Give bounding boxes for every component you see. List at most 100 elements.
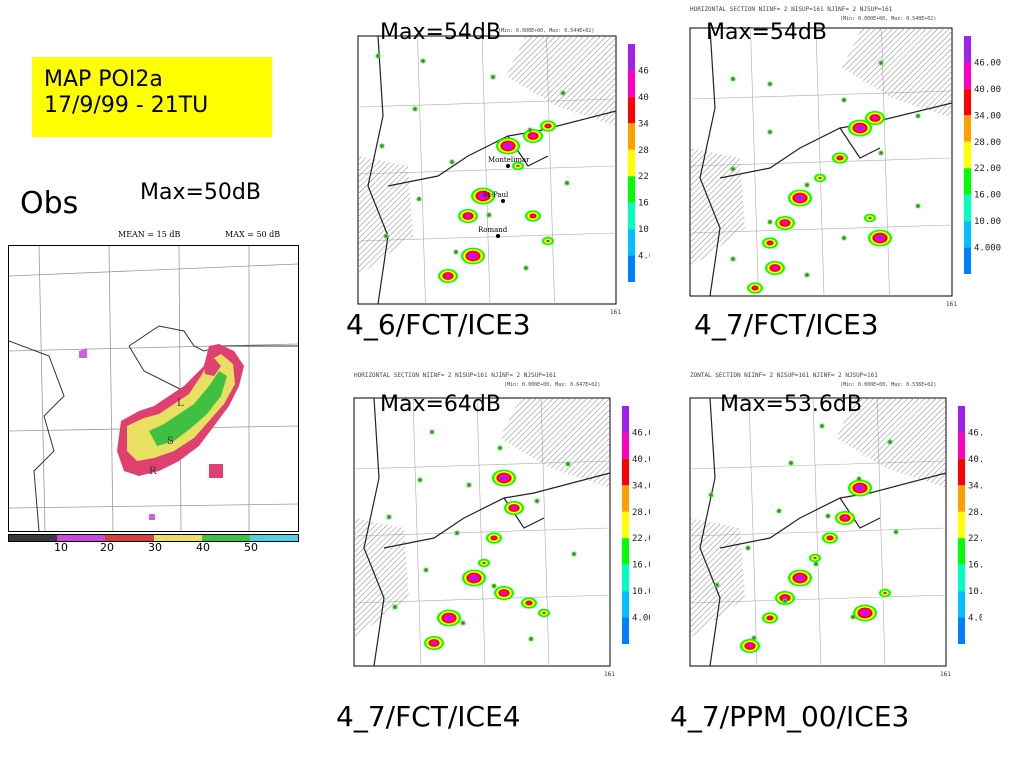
colorbar-label: 22.00 xyxy=(632,534,650,544)
colorbar-label: 22.00 xyxy=(974,164,1001,174)
panel-corner-label: 161 xyxy=(604,671,615,678)
sim-panel-svg: (Min: 0.000E+00, Max: 0.544E+02)Montelim… xyxy=(357,28,665,316)
radar-echo xyxy=(546,125,550,127)
colorbar-segment xyxy=(628,96,635,124)
colorbar-segment xyxy=(958,458,965,486)
colorbar-label: 46.00 xyxy=(968,428,982,438)
panel-corner-label: 161 xyxy=(946,301,957,308)
colorbar-label: 34.00 xyxy=(974,111,1001,121)
colorbar-segment xyxy=(958,432,965,459)
colorbar-label: 22.00 xyxy=(968,534,982,544)
colorbar-label: 34.00 xyxy=(632,481,650,491)
radar-echo xyxy=(783,597,787,599)
colorbar-segment xyxy=(622,432,629,459)
colorbar-segment xyxy=(964,36,971,63)
radar-echo xyxy=(873,117,877,119)
obs-radar-map: L S R xyxy=(8,245,299,532)
radar-echo xyxy=(502,592,506,594)
obs-scale-segment xyxy=(153,535,202,541)
colorbar-segment xyxy=(622,538,629,565)
colorbar-segment xyxy=(964,88,971,116)
colorbar-segment xyxy=(628,229,635,256)
colorbar-label: 28.00 xyxy=(632,508,650,518)
radar-echo xyxy=(479,193,487,199)
colorbar-segment xyxy=(958,511,965,539)
obs-scale-segment xyxy=(249,535,299,541)
colorbar-segment xyxy=(958,538,965,565)
panel-1-max: Max=54dB xyxy=(380,20,501,45)
colorbar-segment xyxy=(628,123,635,150)
colorbar-segment xyxy=(958,564,965,592)
radar-echo xyxy=(432,642,436,644)
obs-max-text: MAX = 50 dB xyxy=(225,230,281,239)
colorbar-label: 16.00 xyxy=(968,561,982,571)
colorbar-label: 16.00 xyxy=(632,561,650,571)
colorbar-label: 34.00 xyxy=(968,481,982,491)
obs-station-l: L xyxy=(177,398,184,409)
colorbar-label: 40.00 xyxy=(968,455,982,465)
radar-echo xyxy=(856,125,864,131)
radar-echo xyxy=(504,143,512,149)
obs-scale-tick: 50 xyxy=(244,541,258,554)
radar-echo xyxy=(531,215,535,217)
radar-echo xyxy=(546,240,550,242)
sim-panel-ice3-46: (Min: 0.000E+00, Max: 0.544E+02) Montelim… xyxy=(340,8,665,353)
colorbar-segment xyxy=(628,255,635,282)
panel-minmax-text: (Min: 0.000E+00, Max: 0.544E+02) xyxy=(498,28,594,34)
radar-echo xyxy=(868,217,872,219)
panel-minmax-text: (Min: 0.000E+00, Max: 0.536E+02) xyxy=(840,382,936,388)
panel-header-text: HORIZONTAL SECTION NIINF= 2 NISUP=161 NJ… xyxy=(354,372,557,379)
sim-panel-ice3-47: HORIZONTAL SECTION NIINF= 2 NISUP=161 NJ… xyxy=(672,0,1012,345)
colorbar-segment xyxy=(958,485,965,512)
colorbar-label: 28.00 xyxy=(974,138,1001,148)
obs-scale-labels: 10 20 30 40 50 xyxy=(8,541,297,555)
colorbar-label: 4.000 xyxy=(974,244,1001,254)
colorbar-label: 28.00 xyxy=(968,508,982,518)
radar-echo xyxy=(445,615,453,621)
colorbar-label: 22.00 xyxy=(638,172,650,182)
radar-echo xyxy=(531,135,535,137)
panel-4-caption: 4_7/PPM_00/ICE3 xyxy=(670,700,910,733)
radar-echo xyxy=(773,267,777,269)
colorbar-label: 10.00 xyxy=(968,587,982,597)
city-marker xyxy=(501,199,505,203)
panel-3-max: Max=64dB xyxy=(380,392,501,417)
radar-echo xyxy=(516,165,520,167)
panel-header-text: ZONTAL SECTION NIINF= 2 NISUP=161 NJINF=… xyxy=(690,372,878,379)
colorbar-label: 16.00 xyxy=(974,191,1001,201)
colorbar-segment xyxy=(964,168,971,195)
colorbar-label: 40.00 xyxy=(974,85,1001,95)
panel-corner-label: 161 xyxy=(610,309,621,316)
obs-scale-tick: 10 xyxy=(54,541,68,554)
colorbar-label: 40.00 xyxy=(638,93,650,103)
radar-echo xyxy=(500,475,508,481)
radar-echo xyxy=(512,507,516,509)
radar-echo xyxy=(856,485,864,491)
radar-echo xyxy=(813,557,817,559)
sim-panel-svg: HORIZONTAL SECTION NIINF= 2 NISUP=161 NJ… xyxy=(353,372,659,678)
title-box: MAP POI2a 17/9/99 - 21TU xyxy=(32,57,272,137)
panel-2-max: Max=54dB xyxy=(706,20,827,45)
title-line-2: 17/9/99 - 21TU xyxy=(44,93,209,118)
radar-echo xyxy=(828,537,832,539)
obs-scale-segment xyxy=(57,535,106,541)
panel-minmax-text: (Min: 0.000E+00, Max: 0.540E+02) xyxy=(840,16,936,22)
colorbar-segment xyxy=(622,458,629,486)
colorbar-label: 40.00 xyxy=(632,455,650,465)
colorbar-segment xyxy=(958,617,965,644)
city-label: St-Paul xyxy=(483,191,509,199)
panel-3-caption: 4_7/FCT/ICE4 xyxy=(336,700,521,733)
radar-echo xyxy=(796,195,804,201)
panel-1-caption: 4_6/FCT/ICE3 xyxy=(346,308,531,341)
colorbar-label: 4.000 xyxy=(638,252,650,262)
panel-map-content xyxy=(689,397,947,667)
colorbar-segment xyxy=(964,247,971,274)
colorbar-label: 46.00 xyxy=(638,66,650,76)
radar-echo xyxy=(818,177,822,179)
panel-map-content xyxy=(353,397,611,667)
radar-echo xyxy=(748,645,752,647)
panel-2-caption: 4_7/FCT/ICE3 xyxy=(694,308,879,341)
colorbar-segment xyxy=(622,485,629,512)
radar-echo xyxy=(838,157,842,159)
obs-scale-segment xyxy=(9,535,58,541)
